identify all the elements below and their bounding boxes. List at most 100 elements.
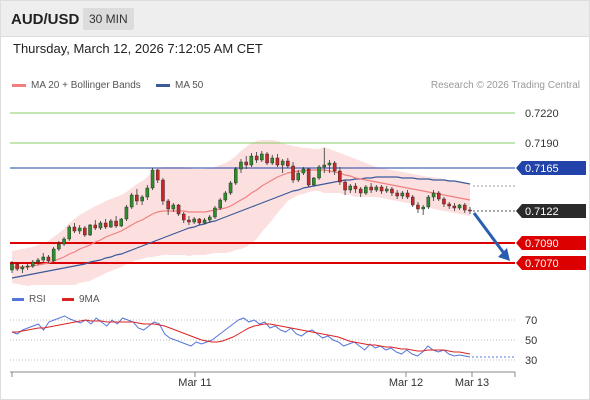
- candle-body: [291, 165, 295, 181]
- candle-body: [390, 188, 394, 194]
- candle: [103, 219, 108, 229]
- candle-body: [416, 204, 420, 210]
- legend-ma20: MA 20 + Bollinger Bands: [12, 80, 141, 91]
- candle-body: [270, 157, 275, 164]
- candle-body: [176, 204, 181, 215]
- candle: [405, 190, 410, 199]
- candle: [260, 151, 264, 162]
- level-badge-bg: [516, 204, 586, 218]
- candle-body: [296, 172, 301, 181]
- candle: [447, 202, 451, 209]
- candle-body: [385, 188, 389, 192]
- legend-ma9: 9MA: [62, 294, 100, 305]
- candle: [275, 154, 280, 167]
- candle-body: [20, 266, 25, 270]
- candle: [301, 167, 306, 175]
- candle: [51, 247, 56, 262]
- level-label-0.7190: 0.7190: [525, 138, 559, 150]
- candle: [25, 263, 30, 270]
- level-badge-0.7122: 0.7122: [516, 204, 586, 218]
- candle-body: [301, 168, 306, 174]
- ma50-swatch: [156, 83, 170, 87]
- candle-body: [213, 207, 217, 218]
- candle: [244, 156, 248, 169]
- candle-body: [457, 204, 462, 209]
- candle-body: [312, 177, 316, 186]
- candle: [181, 212, 186, 223]
- candle-body: [15, 263, 19, 270]
- rsi-tick-label: 70: [525, 315, 537, 327]
- ma20-line: [12, 169, 471, 268]
- candle: [332, 161, 337, 175]
- candle-body: [447, 203, 451, 207]
- candle-body: [400, 192, 405, 197]
- candle-body: [317, 166, 321, 179]
- candle-body: [364, 186, 368, 194]
- candle-body: [254, 155, 259, 161]
- level-badge-text: 0.7165: [525, 163, 559, 175]
- candle: [233, 167, 238, 185]
- candle-body: [202, 219, 207, 224]
- candle: [249, 153, 254, 167]
- candle: [322, 148, 327, 173]
- candle: [77, 225, 82, 234]
- candle: [457, 204, 462, 210]
- ma50-line: [11, 176, 471, 279]
- candle-body: [124, 206, 129, 220]
- candle-body: [36, 259, 40, 263]
- candle: [83, 226, 87, 237]
- candle: [161, 178, 165, 205]
- candle: [306, 168, 311, 187]
- candle-body: [166, 200, 170, 210]
- candle-body: [31, 261, 35, 267]
- candle-body: [140, 196, 144, 202]
- x-tick-label: Mar 12: [389, 377, 423, 389]
- candle: [411, 195, 415, 207]
- candle: [62, 237, 66, 246]
- candle-body: [379, 186, 384, 192]
- candle: [223, 191, 228, 202]
- legend-ma50-label: MA 50: [175, 80, 204, 91]
- candle-body: [10, 263, 14, 271]
- timeframe-badge[interactable]: 30 MIN: [83, 8, 134, 30]
- candle-body: [405, 192, 410, 198]
- candle-body: [463, 204, 467, 211]
- candle-body: [327, 162, 332, 166]
- candle-body: [338, 170, 342, 183]
- candle-body: [171, 204, 176, 210]
- rsi-line: [11, 315, 471, 358]
- candle: [109, 219, 113, 228]
- candle-body: [155, 169, 160, 181]
- candle-body: [62, 238, 66, 245]
- candle: [114, 216, 118, 228]
- candle: [135, 189, 139, 205]
- candle-body: [218, 199, 222, 209]
- rsi-tick-label: 50: [525, 335, 537, 347]
- candle-body: [249, 155, 254, 166]
- candle: [98, 221, 103, 230]
- bollinger-band-area: [12, 140, 470, 286]
- candle: [197, 218, 202, 225]
- candle-body: [46, 256, 51, 262]
- level-badge-0.7090: 0.7090: [516, 236, 586, 250]
- candle: [67, 225, 71, 241]
- legend-rsi-label: RSI: [29, 294, 46, 305]
- candle-body: [332, 162, 337, 172]
- ma9-swatch: [62, 297, 74, 301]
- candle: [296, 170, 301, 182]
- candle: [286, 158, 290, 168]
- candle: [395, 190, 399, 199]
- candle: [312, 177, 316, 186]
- candle: [192, 217, 196, 224]
- x-tick-label: Mar 11: [178, 377, 211, 389]
- candle: [239, 159, 243, 173]
- candle-body: [25, 265, 30, 268]
- candle: [452, 203, 457, 211]
- candle: [124, 205, 129, 221]
- candle-body: [280, 160, 285, 166]
- candle-body: [244, 161, 248, 166]
- candle: [416, 202, 420, 213]
- candle-body: [239, 161, 243, 170]
- candle-body: [41, 256, 46, 261]
- candle: [317, 165, 321, 180]
